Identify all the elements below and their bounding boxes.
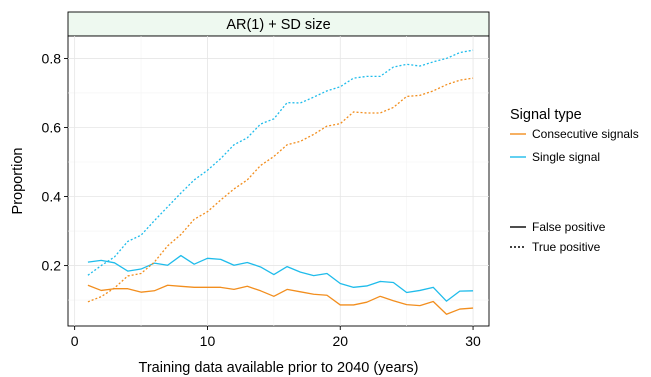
legend-label-single-signal: Single signal — [532, 150, 600, 164]
grid-lines — [68, 36, 489, 326]
series-layer — [87, 49, 474, 315]
y-tick-label: 0.2 — [42, 258, 62, 274]
y-axis: 0.2 0.4 0.6 0.8 — [42, 50, 68, 274]
series-line-consecutive-signals-true-positive — [87, 77, 474, 303]
x-tick-label: 0 — [71, 333, 79, 349]
legend-label-consecutive-signals: Consecutive signals — [532, 127, 639, 141]
x-tick-label: 30 — [465, 333, 481, 349]
legend-item-consecutive-signals: Consecutive signals — [510, 127, 639, 141]
facet-strip-box — [67, 11, 490, 37]
x-axis-title: Training data available prior to 2040 (y… — [139, 360, 419, 376]
x-tick-label: 10 — [200, 333, 216, 349]
x-axis: 0 10 20 30 — [71, 326, 481, 349]
plot-panel — [67, 35, 490, 327]
legend-item-false-positive: False positive — [510, 220, 606, 234]
facet-strip: AR(1) + SD size — [67, 11, 490, 37]
y-tick-label: 0.8 — [42, 50, 62, 66]
legend-item-true-positive: True positive — [510, 240, 601, 254]
legend-label-false-positive: False positive — [532, 220, 606, 234]
chart-title: AR(1) + SD size — [226, 17, 330, 33]
legend: Signal type Consecutive signals Single s… — [510, 107, 639, 254]
x-tick-label: 20 — [332, 333, 348, 349]
legend-item-single-signal: Single signal — [510, 150, 600, 164]
series-line-consecutive-signals-false-positive — [87, 284, 474, 315]
y-tick-label: 0.6 — [42, 119, 62, 135]
series-line-single-signal-true-positive — [87, 49, 474, 276]
y-tick-label: 0.4 — [42, 189, 62, 205]
legend-label-true-positive: True positive — [532, 240, 601, 254]
legend-title: Signal type — [510, 107, 582, 123]
y-axis-title: Proportion — [10, 148, 26, 215]
